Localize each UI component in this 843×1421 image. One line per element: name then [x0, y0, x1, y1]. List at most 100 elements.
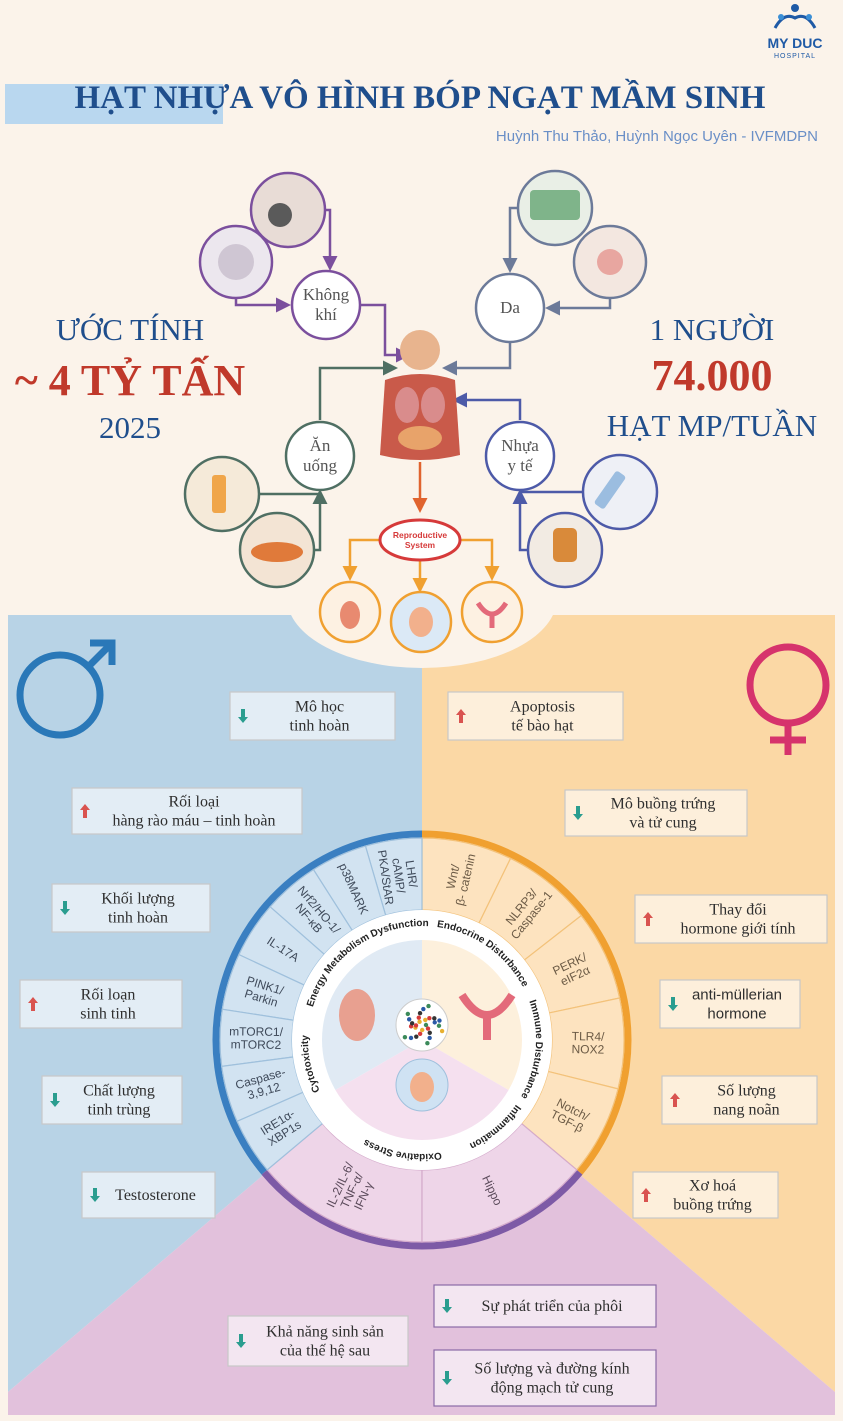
effect-label-line: và tử cung — [629, 815, 696, 832]
effect-box — [41, 1075, 183, 1125]
microplastic-dot — [417, 1031, 423, 1037]
effect-label-line: tinh trùng — [88, 1102, 151, 1119]
effect-label-line: Khối lượng — [101, 891, 175, 908]
microplastic-dot — [427, 1016, 432, 1021]
inner-right — [422, 940, 522, 1090]
effect-label: Xơ hoá buồng trứng — [673, 1178, 751, 1214]
organ-shape — [409, 607, 433, 637]
microplastic-dot — [439, 1028, 445, 1034]
organ-shape — [340, 601, 360, 629]
connectors — [234, 206, 612, 593]
microplastic-dot — [436, 1023, 442, 1028]
effect-label-line: Số lượng và đường kính — [474, 1361, 629, 1378]
effect-label-line: Testosterone — [115, 1187, 196, 1204]
microplastic-dot — [402, 1034, 408, 1040]
stat-label: 1 NGƯỜI — [650, 312, 775, 347]
effect-label: Thay đổi hormone giới tính — [680, 902, 795, 938]
microplastic-dot — [437, 1018, 442, 1023]
pathway-label-line: NOX2 — [571, 1042, 604, 1057]
effect-box — [227, 1315, 409, 1367]
microplastic-dot — [432, 1020, 437, 1025]
logo-icon — [791, 4, 799, 12]
male-symbol-arrow — [85, 639, 116, 670]
source-label-line: Ăn — [310, 436, 331, 455]
female-symbol-cross — [770, 723, 806, 755]
source-label-line: Nhựa — [501, 436, 539, 455]
connector — [460, 538, 500, 581]
connector — [342, 538, 380, 581]
effect-box — [659, 979, 801, 1029]
pathway-label: mTORC1/mTORC2 — [229, 1024, 284, 1052]
direction-arrow — [670, 1093, 680, 1107]
connector — [442, 342, 512, 376]
effect-label: Rối loại hàng rào máu – tinh hoàn — [112, 794, 275, 830]
icon-shape — [530, 190, 580, 220]
logo-icon — [806, 14, 812, 20]
logo: MY DUC HOSPITAL — [768, 4, 822, 60]
effect-label-line: tế bào hạt — [511, 718, 574, 735]
microplastic-dot — [413, 1023, 419, 1028]
connector — [318, 360, 398, 420]
direction-arrow — [236, 1334, 246, 1348]
stat-value: 74.000 — [652, 351, 773, 400]
effect-box — [51, 883, 211, 933]
effect-label: Số lượng nang noãn — [713, 1083, 779, 1119]
microplastic-dot — [425, 1041, 430, 1046]
source-node — [290, 269, 362, 341]
icon-shape — [594, 471, 626, 509]
pathway-label-line: cAMP/ — [389, 857, 408, 895]
effect-label-line: Khả năng sinh sản — [266, 1324, 384, 1341]
effect-label-line: buồng trứng — [673, 1197, 751, 1214]
source-icons — [183, 169, 659, 589]
effect-label-line: tinh hoàn — [108, 910, 168, 927]
effect-label-line: anti-müllerian — [692, 987, 782, 1004]
microplastic-dot — [427, 1030, 432, 1035]
effect-label: Rối loạn sinh tinh — [80, 987, 136, 1023]
direction-arrow — [641, 1188, 651, 1202]
microplastic-dot — [419, 1027, 425, 1033]
effect-label-line: Apoptosis — [510, 699, 575, 716]
pathway-label-line: LHR/ — [403, 859, 421, 889]
wheel-ring — [212, 830, 423, 1175]
microplastic-dot — [406, 1017, 412, 1022]
microplastic-dot — [425, 1026, 431, 1031]
female-organ-icon — [458, 992, 516, 1040]
effect-label: Mô học tinh hoàn — [290, 699, 350, 735]
title-highlight — [5, 84, 223, 124]
logo-icon — [778, 14, 784, 20]
effect-label: Khả năng sinh sản của thế hệ sau — [266, 1324, 384, 1360]
title: HẠT NHỰA VÔ HÌNH BÓP NGẠT MẦM SINH — [75, 77, 766, 116]
male-symbol — [16, 639, 116, 739]
icon-shape — [218, 244, 254, 280]
effect-label-line: Số lượng — [717, 1083, 775, 1100]
direction-arrow — [442, 1371, 452, 1385]
effect-label: Sự phát triển của phôi — [481, 1298, 623, 1315]
organ-shape — [475, 601, 509, 628]
body-head — [400, 330, 440, 370]
connector — [322, 208, 338, 271]
stat-label: ƯỚC TÍNH — [56, 312, 204, 347]
logo-subtitle: HOSPITAL — [774, 53, 816, 60]
logo-icon — [773, 14, 817, 29]
source-label-line: y tế — [507, 456, 532, 475]
pathway-label-line: Wnt/ — [443, 863, 462, 891]
body-organ — [395, 387, 419, 423]
body-organ — [421, 387, 445, 423]
effect-box — [71, 787, 303, 835]
embryo-shape — [410, 1072, 434, 1102]
icon-shape — [268, 203, 292, 227]
effect-label-line: động mạch tử cung — [491, 1380, 614, 1397]
effect-box — [564, 789, 748, 837]
microplastic-dot — [416, 1015, 422, 1020]
authors: Huỳnh Thu Thảo, Huỳnh Ngọc Uyên - IVFMDP… — [496, 128, 818, 145]
icon-circle — [581, 453, 659, 531]
connector — [360, 303, 411, 363]
effect-label-line: Rối loại — [168, 794, 220, 811]
microplastic-dot — [408, 1035, 414, 1041]
reproductive-label-line: Reproductive — [393, 530, 448, 540]
direction-arrow — [442, 1299, 452, 1313]
effect-label-line: hàng rào máu – tinh hoàn — [112, 813, 275, 830]
effect-label: anti-müllerian hormone — [692, 987, 782, 1023]
